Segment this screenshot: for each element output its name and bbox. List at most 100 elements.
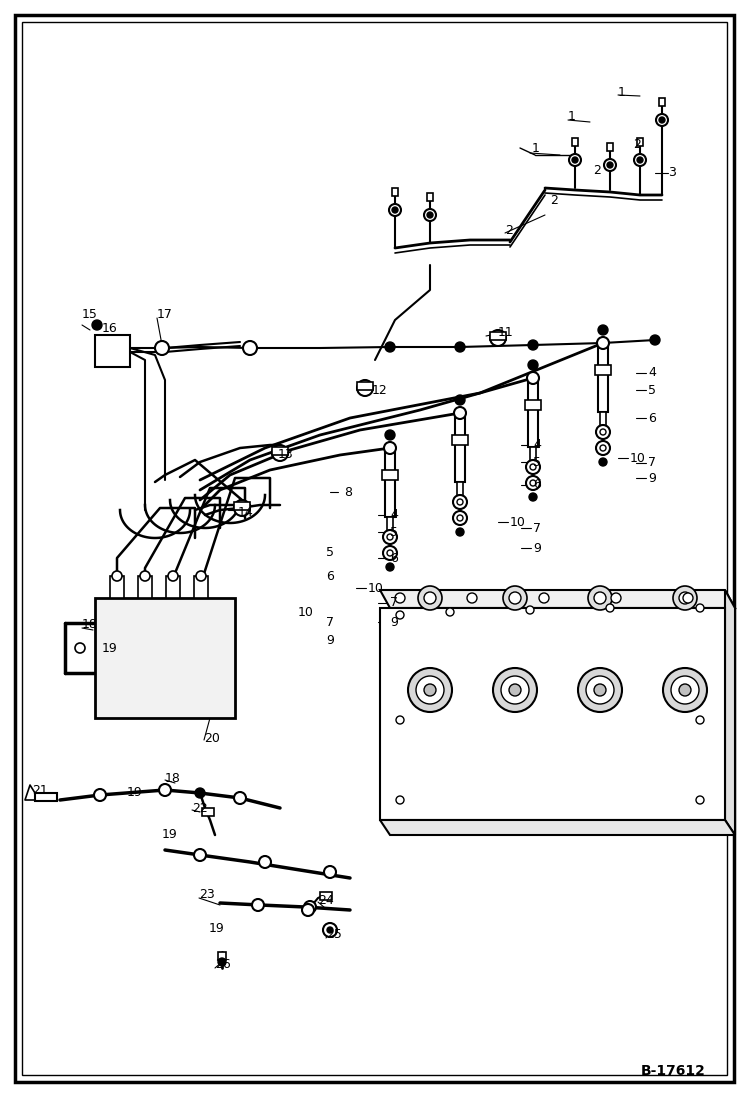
Bar bbox=[95, 598, 235, 719]
Text: 13: 13 bbox=[278, 449, 294, 462]
Text: 23: 23 bbox=[199, 889, 215, 902]
Circle shape bbox=[218, 958, 226, 966]
Text: 8: 8 bbox=[344, 486, 352, 499]
Polygon shape bbox=[380, 819, 735, 835]
Text: 6: 6 bbox=[648, 411, 656, 425]
Text: 5: 5 bbox=[533, 455, 541, 468]
Circle shape bbox=[418, 586, 442, 610]
Circle shape bbox=[528, 360, 538, 370]
Circle shape bbox=[455, 342, 465, 352]
Bar bbox=[320, 892, 332, 900]
Circle shape bbox=[650, 335, 660, 344]
Circle shape bbox=[578, 668, 622, 712]
Circle shape bbox=[671, 676, 699, 704]
Text: 6: 6 bbox=[533, 478, 541, 491]
Circle shape bbox=[140, 572, 150, 581]
Circle shape bbox=[389, 204, 401, 216]
Circle shape bbox=[696, 796, 704, 804]
Circle shape bbox=[679, 685, 691, 695]
Bar bbox=[357, 382, 373, 391]
Polygon shape bbox=[380, 608, 725, 819]
Text: 2: 2 bbox=[505, 224, 513, 237]
Bar bbox=[490, 332, 506, 340]
Bar bbox=[234, 502, 250, 510]
Circle shape bbox=[456, 528, 464, 536]
Circle shape bbox=[599, 459, 607, 466]
Circle shape bbox=[159, 784, 171, 796]
Text: 24: 24 bbox=[318, 893, 334, 906]
Circle shape bbox=[427, 212, 433, 218]
Circle shape bbox=[493, 668, 537, 712]
Text: 10: 10 bbox=[298, 606, 314, 619]
Text: 11: 11 bbox=[498, 327, 514, 339]
Text: 18: 18 bbox=[82, 619, 98, 632]
Circle shape bbox=[679, 592, 691, 604]
Bar bbox=[598, 342, 608, 412]
Bar bbox=[202, 808, 214, 816]
Circle shape bbox=[501, 676, 529, 704]
Circle shape bbox=[606, 604, 614, 612]
Circle shape bbox=[387, 534, 393, 540]
Text: 4: 4 bbox=[648, 366, 656, 380]
Bar bbox=[194, 576, 208, 598]
Circle shape bbox=[424, 592, 436, 604]
Bar bbox=[637, 138, 643, 146]
Text: 20: 20 bbox=[204, 732, 220, 745]
Text: 7: 7 bbox=[390, 597, 398, 610]
Text: 19: 19 bbox=[209, 921, 225, 935]
Circle shape bbox=[526, 606, 534, 614]
Text: B-17612: B-17612 bbox=[641, 1064, 706, 1078]
Circle shape bbox=[526, 460, 540, 474]
Circle shape bbox=[490, 330, 506, 346]
Circle shape bbox=[396, 796, 404, 804]
Circle shape bbox=[530, 480, 536, 486]
Circle shape bbox=[252, 900, 264, 911]
Circle shape bbox=[327, 927, 333, 934]
Text: 18: 18 bbox=[165, 771, 181, 784]
Text: 6: 6 bbox=[390, 552, 398, 565]
Text: 25: 25 bbox=[326, 928, 342, 941]
Circle shape bbox=[455, 395, 465, 405]
Bar bbox=[607, 143, 613, 151]
Circle shape bbox=[596, 441, 610, 455]
Text: 19: 19 bbox=[102, 642, 118, 655]
Bar bbox=[600, 412, 606, 430]
Circle shape bbox=[453, 511, 467, 525]
Bar bbox=[218, 952, 226, 960]
Bar bbox=[385, 446, 395, 517]
Circle shape bbox=[75, 643, 85, 653]
Circle shape bbox=[168, 572, 178, 581]
Circle shape bbox=[396, 716, 404, 724]
Circle shape bbox=[396, 611, 404, 619]
Text: 1: 1 bbox=[532, 142, 540, 155]
Bar bbox=[455, 412, 465, 482]
Circle shape bbox=[454, 407, 466, 419]
Text: 17: 17 bbox=[157, 308, 173, 321]
Bar bbox=[392, 188, 398, 196]
Circle shape bbox=[234, 792, 246, 804]
Polygon shape bbox=[380, 590, 735, 608]
Bar bbox=[595, 365, 611, 375]
Circle shape bbox=[457, 514, 463, 521]
Bar bbox=[166, 576, 180, 598]
Circle shape bbox=[503, 586, 527, 610]
Text: 3: 3 bbox=[668, 167, 676, 180]
Text: 1: 1 bbox=[568, 110, 576, 123]
Text: 10: 10 bbox=[368, 581, 384, 595]
Circle shape bbox=[302, 904, 314, 916]
Circle shape bbox=[663, 668, 707, 712]
Circle shape bbox=[259, 856, 271, 868]
Text: 19: 19 bbox=[162, 828, 178, 841]
Circle shape bbox=[586, 676, 614, 704]
Bar bbox=[525, 400, 541, 410]
Text: 9: 9 bbox=[326, 633, 334, 646]
Circle shape bbox=[572, 157, 578, 163]
Bar bbox=[95, 335, 130, 367]
Text: 6: 6 bbox=[326, 570, 334, 584]
Bar bbox=[272, 446, 288, 455]
Circle shape bbox=[395, 593, 405, 603]
Circle shape bbox=[604, 159, 616, 171]
Text: 7: 7 bbox=[326, 615, 334, 629]
Circle shape bbox=[467, 593, 477, 603]
Circle shape bbox=[453, 495, 467, 509]
